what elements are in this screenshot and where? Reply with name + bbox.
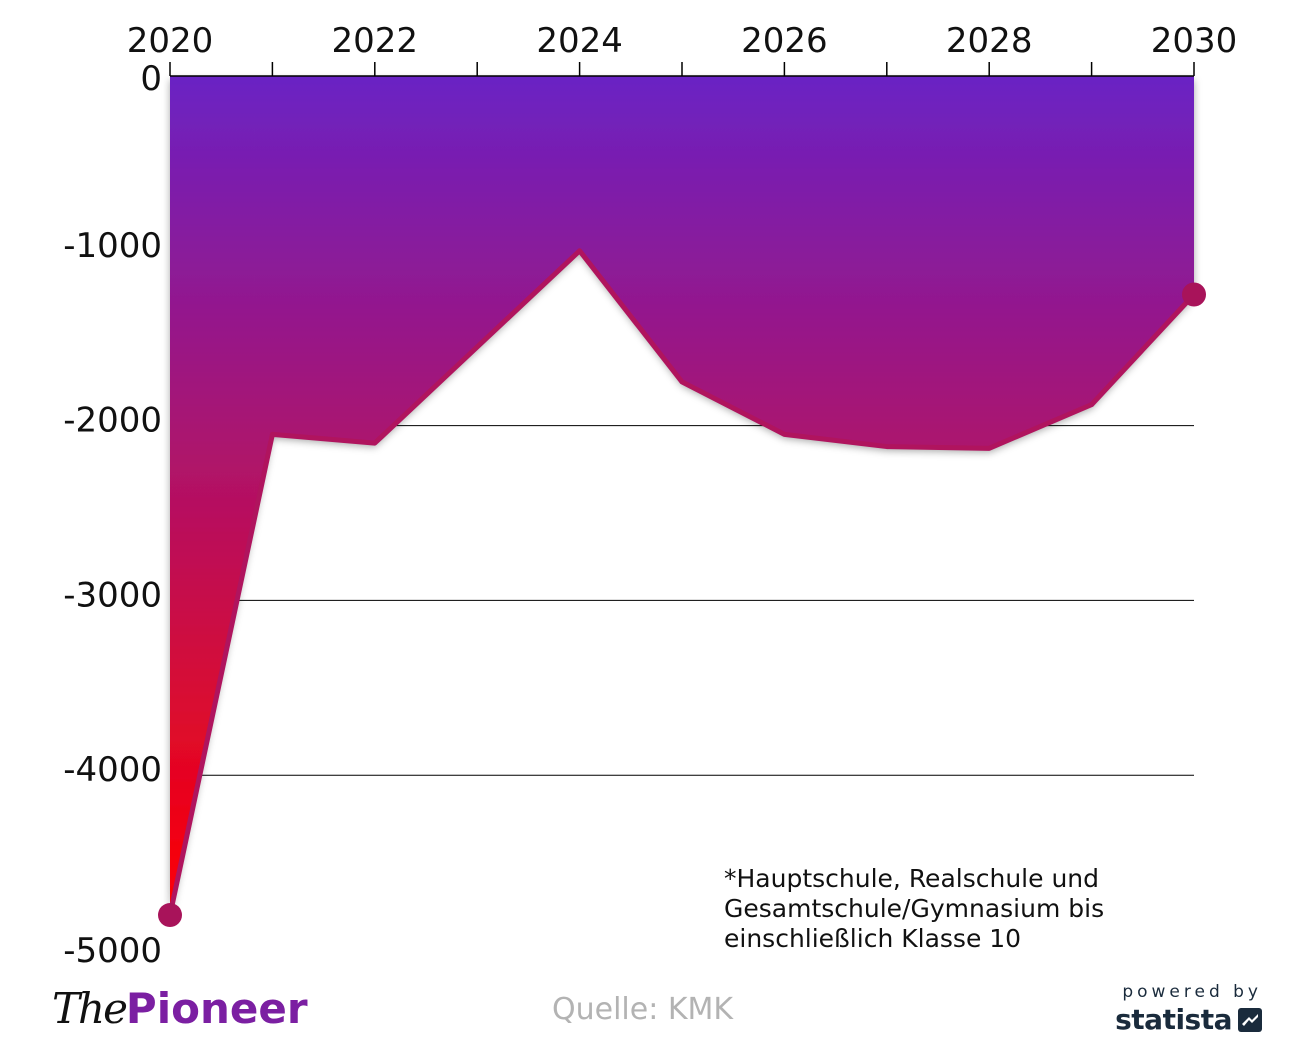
thepioneer-logo: ThePioneer bbox=[52, 986, 308, 1032]
x-tick-label-2028: 2028 bbox=[946, 21, 1033, 61]
source-label: Quelle: KMK bbox=[552, 992, 734, 1027]
y-tick-label--3000: -3000 bbox=[63, 575, 162, 615]
x-axis bbox=[169, 62, 1195, 77]
x-tick-label-2020: 2020 bbox=[127, 21, 214, 61]
x-tick-label-2024: 2024 bbox=[536, 21, 623, 61]
statista-logo-icon bbox=[1238, 1008, 1262, 1032]
logo-pioneer-text: Pioneer bbox=[125, 984, 308, 1033]
logo-the-text: The bbox=[52, 984, 128, 1033]
statista-badge: powered by statista bbox=[1115, 982, 1262, 1036]
statista-name: statista bbox=[1115, 1003, 1232, 1036]
x-tick-label-2030: 2030 bbox=[1151, 21, 1238, 61]
y-tick-label--2000: -2000 bbox=[63, 401, 162, 441]
y-tick-label--5000: -5000 bbox=[63, 931, 162, 971]
series-line bbox=[167, 248, 1197, 918]
tick-labels: 2020 2022 2024 2026 2028 2030 0 -1000 -2000 -3000… bbox=[63, 21, 1237, 971]
data-area bbox=[167, 76, 1197, 918]
y-tick-label-0: 0 bbox=[140, 59, 162, 99]
x-tick-label-2022: 2022 bbox=[332, 21, 419, 61]
footnote: *Hauptschule, Realschule und Gesamtschul… bbox=[724, 864, 1105, 953]
y-tick-label--1000: -1000 bbox=[63, 226, 162, 266]
data-point-2030 bbox=[1182, 282, 1206, 307]
area-fill bbox=[170, 76, 1194, 916]
data-markers bbox=[158, 282, 1206, 928]
x-tick-label-2026: 2026 bbox=[741, 21, 828, 61]
data-point-2020 bbox=[158, 903, 182, 928]
y-tick-label--4000: -4000 bbox=[63, 750, 162, 790]
powered-by-text: powered by bbox=[1122, 982, 1262, 1002]
